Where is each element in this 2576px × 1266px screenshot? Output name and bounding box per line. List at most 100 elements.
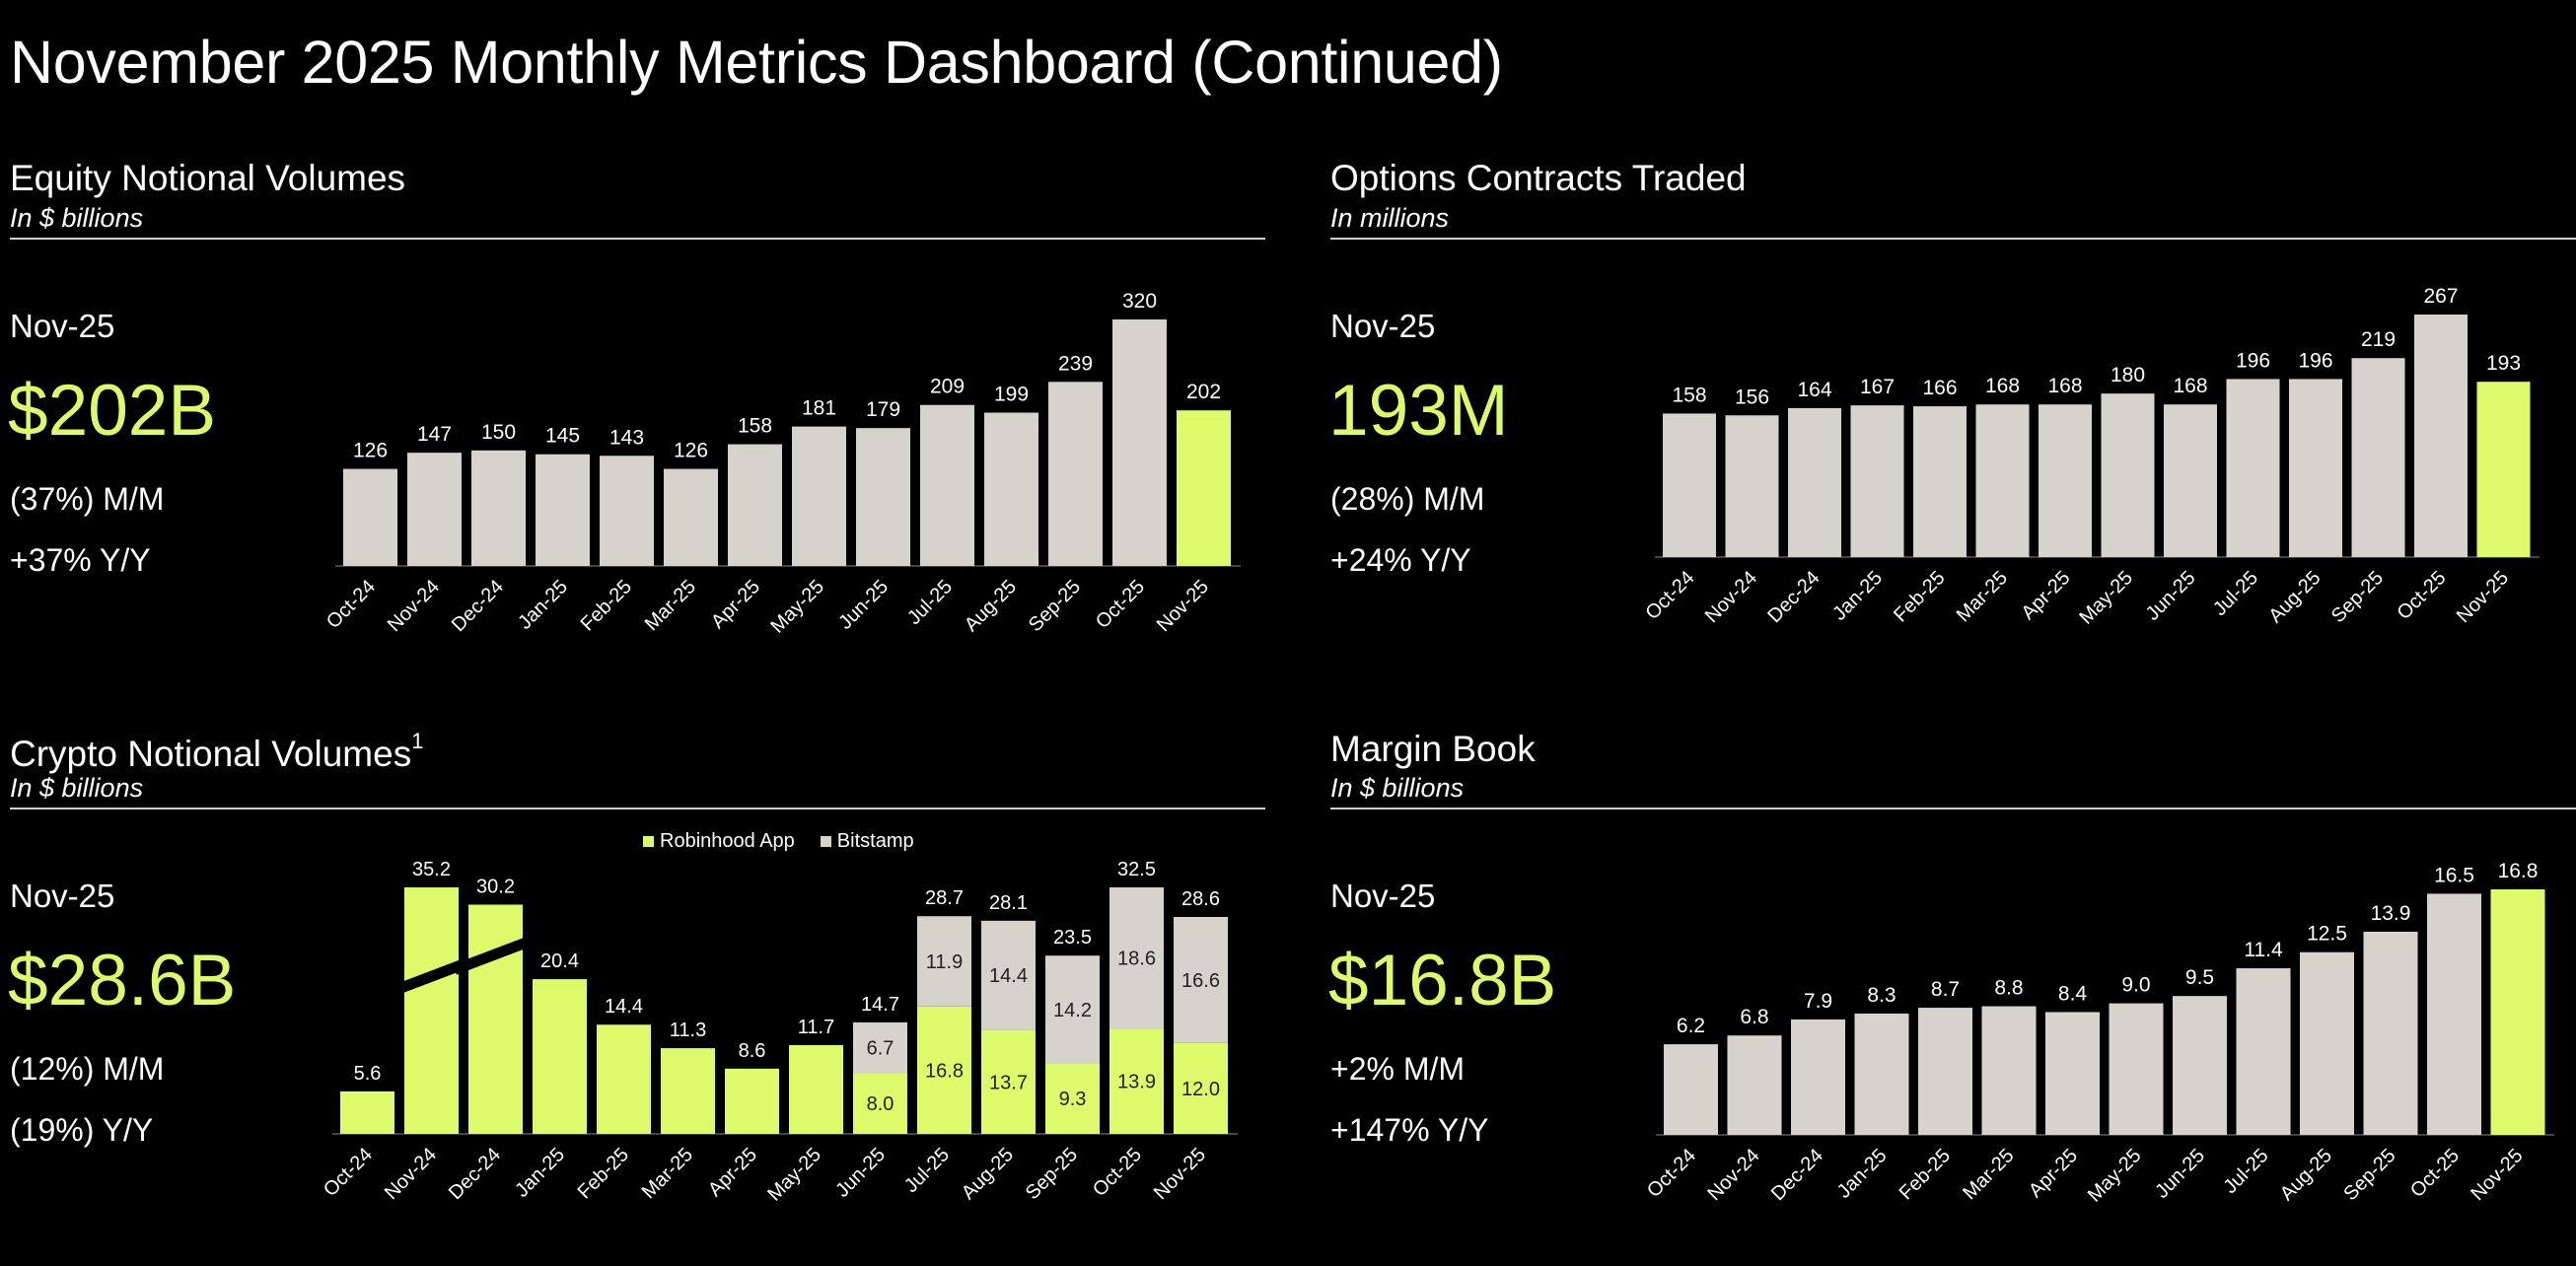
bar-sep-25 xyxy=(1048,382,1103,566)
margin-period: Nov-25 xyxy=(1330,878,1436,914)
data-label-13: 202 xyxy=(1186,381,1221,403)
total-label-3: 20.4 xyxy=(540,950,579,972)
x-tick-label-12: Oct-25 xyxy=(1092,576,1149,633)
bar-jun-25 xyxy=(2164,404,2217,557)
data-label-4: 8.7 xyxy=(1931,978,1960,1001)
data-label-1: 156 xyxy=(1735,386,1769,408)
crypto-panel-title: Crypto Notional Volumes1 xyxy=(10,729,423,775)
x-tick-label-6: Apr-25 xyxy=(2025,1145,2082,1202)
crypto-footnote-marker: 1 xyxy=(411,729,424,753)
data-label-6: 168 xyxy=(2047,375,2082,397)
segment-label-bitstamp-13: 16.6 xyxy=(1181,970,1220,992)
x-tick-label-6: Apr-25 xyxy=(707,576,764,633)
bar-bitstamp-sep-25 xyxy=(1045,955,1100,1064)
data-label-7: 9.0 xyxy=(2121,974,2150,997)
x-tick-label-5: Mar-25 xyxy=(1959,1145,2018,1204)
total-label-2: 30.2 xyxy=(476,877,515,898)
x-tick-label-3: Jan-25 xyxy=(511,1144,569,1202)
page-title: November 2025 Monthly Metrics Dashboard … xyxy=(10,29,1503,96)
bar-feb-25 xyxy=(1918,1008,1972,1135)
bar-robinhood-jan-25 xyxy=(533,979,587,1134)
bar-dec-24 xyxy=(1788,407,1841,557)
x-tick-label-10: Aug-25 xyxy=(961,576,1021,636)
bar-may-25 xyxy=(2101,393,2155,557)
bar-nov-25 xyxy=(2476,382,2531,557)
total-label-10: 28.1 xyxy=(989,892,1028,914)
bar-aug-25 xyxy=(2300,951,2354,1135)
total-label-12: 32.5 xyxy=(1117,859,1156,880)
equity-panel-title: Equity Notional Volumes xyxy=(10,158,406,198)
x-tick-label-12: Oct-25 xyxy=(2394,567,2451,624)
bar-feb-25 xyxy=(600,456,654,566)
bar-nov-24 xyxy=(1725,415,1779,557)
x-tick-label-2: Dec-24 xyxy=(445,1144,505,1204)
data-label-0: 126 xyxy=(353,440,388,462)
margin-panel-subtitle: In $ billions xyxy=(1330,773,1465,803)
x-tick-label-1: Nov-24 xyxy=(1703,1145,1763,1205)
x-tick-label-3: Jan-25 xyxy=(1833,1145,1892,1203)
x-tick-label-1: Nov-24 xyxy=(384,576,444,636)
x-tick-label-8: Jun-25 xyxy=(2142,567,2200,625)
bar-robinhood-mar-25 xyxy=(661,1048,715,1134)
options-panel-title: Options Contracts Traded xyxy=(1330,158,1747,198)
bar-feb-25 xyxy=(1913,406,1967,557)
data-label-6: 158 xyxy=(738,415,772,438)
x-tick-label-6: Apr-25 xyxy=(2018,567,2075,624)
data-label-11: 239 xyxy=(1058,352,1093,375)
data-label-12: 320 xyxy=(1122,290,1157,313)
bar-mar-25 xyxy=(664,468,718,566)
data-label-1: 147 xyxy=(417,423,452,446)
bar-oct-25 xyxy=(2427,893,2481,1135)
x-tick-label-12: Oct-25 xyxy=(1089,1144,1146,1201)
x-tick-label-11: Sep-25 xyxy=(2327,567,2388,627)
options-panel-subtitle: In millions xyxy=(1330,203,1450,233)
bar-aug-25 xyxy=(2289,379,2342,557)
data-label-4: 166 xyxy=(1922,377,1957,399)
margin-divider xyxy=(1330,808,2576,809)
bar-nov-24 xyxy=(407,453,462,566)
bar-bitstamp-jul-25 xyxy=(917,916,971,1007)
x-tick-label-8: Jun-25 xyxy=(834,576,893,634)
bar-bitstamp-aug-25 xyxy=(981,920,1036,1030)
options-yoy-change: +24% Y/Y xyxy=(1330,542,1471,578)
segment-label-robinhood-12: 13.9 xyxy=(1117,1072,1156,1093)
legend-item-robinhood: Robinhood App xyxy=(643,830,795,853)
options-period: Nov-25 xyxy=(1330,308,1436,344)
bar-bitstamp-oct-25 xyxy=(1109,887,1164,1029)
x-tick-label-13: Nov-25 xyxy=(2467,1145,2527,1205)
segment-label-bitstamp-10: 14.4 xyxy=(989,965,1028,987)
total-label-9: 28.7 xyxy=(925,887,964,909)
segment-label-robinhood-11: 9.3 xyxy=(1059,1089,1087,1110)
data-label-9: 196 xyxy=(2236,349,2270,372)
bar-jul-25 xyxy=(2236,968,2291,1135)
bar-robinhood-feb-25 xyxy=(597,1024,651,1134)
x-tick-label-10: Aug-25 xyxy=(958,1144,1018,1204)
legend-swatch-bitstamp xyxy=(820,836,831,848)
data-label-3: 8.3 xyxy=(1867,984,1896,1007)
bar-sep-25 xyxy=(2363,931,2418,1135)
data-label-2: 7.9 xyxy=(1804,990,1832,1013)
x-tick-label-11: Sep-25 xyxy=(1022,1144,1082,1204)
total-label-8: 14.7 xyxy=(861,994,899,1016)
bar-apr-25 xyxy=(728,444,782,566)
total-label-1: 35.2 xyxy=(412,859,451,880)
bar-apr-25 xyxy=(2039,404,2092,557)
data-label-2: 164 xyxy=(1797,379,1831,401)
x-tick-label-8: Jun-25 xyxy=(831,1144,890,1202)
x-tick-label-0: Oct-24 xyxy=(1643,1145,1700,1202)
data-label-7: 181 xyxy=(802,397,836,420)
x-tick-label-10: Aug-25 xyxy=(2276,1145,2336,1205)
bar-robinhood-dec-24 xyxy=(468,904,523,1134)
options-divider xyxy=(1330,238,2576,240)
x-tick-label-13: Nov-25 xyxy=(1150,1144,1210,1204)
bar-jul-25 xyxy=(2226,379,2280,557)
legend-swatch-robinhood xyxy=(643,836,654,848)
data-label-13: 16.8 xyxy=(2498,860,2539,882)
x-tick-label-9: Jul-25 xyxy=(903,576,957,629)
data-label-5: 168 xyxy=(1985,375,2020,397)
x-tick-label-2: Dec-24 xyxy=(1767,1145,1827,1205)
bar-bitstamp-jun-25 xyxy=(853,1021,907,1074)
data-label-9: 11.4 xyxy=(2244,939,2283,961)
crypto-legend: Robinhood App Bitstamp xyxy=(643,830,914,853)
bar-dec-24 xyxy=(1791,1019,1845,1135)
